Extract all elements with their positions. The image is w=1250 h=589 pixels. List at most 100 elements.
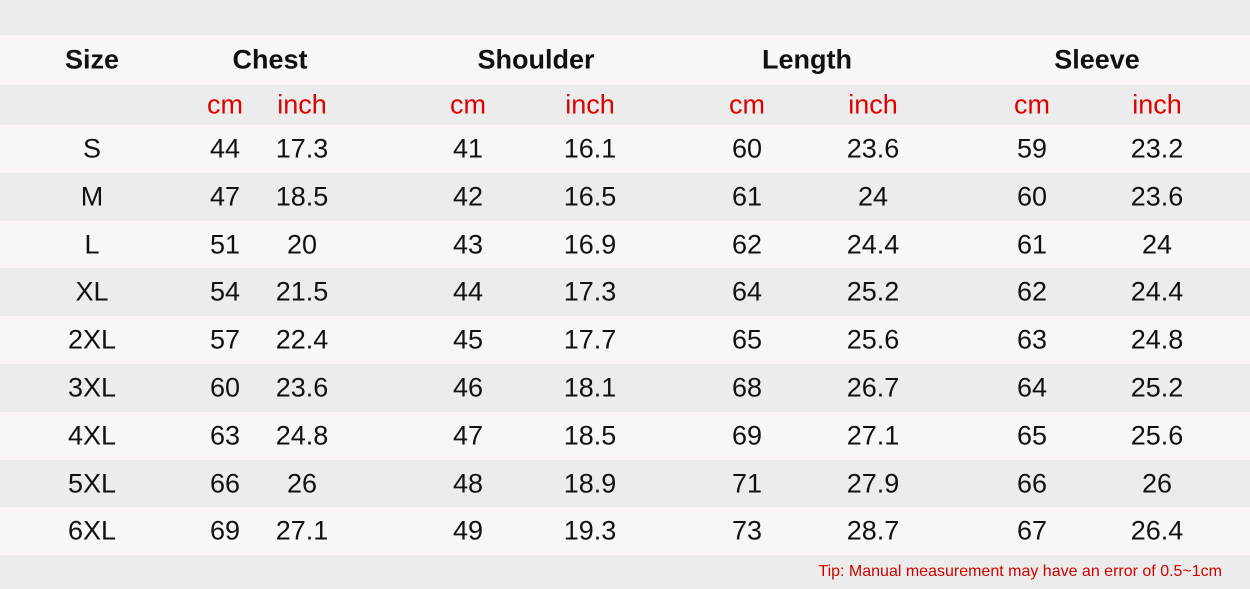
measurement: 47 <box>209 181 241 212</box>
unit-label: cm <box>450 89 486 120</box>
size-label: 4XL <box>67 420 117 451</box>
measurement: 44 <box>452 276 484 307</box>
measurement: 42 <box>452 181 484 212</box>
measurement: 66 <box>1016 468 1048 498</box>
row-band <box>0 411 1250 460</box>
measurement: 66 <box>209 468 241 498</box>
measurement: 26 <box>1141 468 1173 498</box>
measurement: 61 <box>731 181 763 212</box>
measurement: 24.8 <box>1130 324 1184 355</box>
measurement: 45 <box>452 324 484 355</box>
size-label: 5XL <box>67 468 117 498</box>
measurement: 24.4 <box>846 229 900 259</box>
measurement: 44 <box>209 133 241 164</box>
measurement: 26.7 <box>846 372 900 403</box>
measurement: 25.2 <box>846 276 900 307</box>
measurement: 25.6 <box>1130 420 1184 451</box>
measurement: 21.5 <box>275 276 329 307</box>
size-label: 3XL <box>67 372 117 403</box>
measurement: 68 <box>731 372 763 403</box>
measurement: 49 <box>452 515 484 546</box>
measurement: 18.1 <box>563 372 617 403</box>
unit-label: inch <box>277 89 327 120</box>
column-header: Sleeve <box>1054 44 1140 75</box>
measurement: 41 <box>452 133 484 164</box>
measurement: 47 <box>452 420 484 451</box>
measurement: 23.2 <box>1130 133 1184 164</box>
measurement: 24 <box>857 181 889 212</box>
measurement: 48 <box>452 468 484 498</box>
measurement: 16.5 <box>563 181 617 212</box>
measurement: 26 <box>286 468 318 498</box>
measurement: 22.4 <box>275 324 329 355</box>
measurement: 60 <box>1016 181 1048 212</box>
measurement: 69 <box>731 420 763 451</box>
measurement: 20 <box>286 229 318 259</box>
measurement: 63 <box>1016 324 1048 355</box>
measurement: 64 <box>731 276 763 307</box>
measurement: 16.9 <box>563 229 617 259</box>
unit-band <box>0 85 1250 125</box>
row-band <box>0 220 1250 269</box>
row-band <box>0 172 1250 221</box>
measurement: 25.2 <box>1130 372 1184 403</box>
measurement: 60 <box>209 372 241 403</box>
size-label: 6XL <box>67 515 117 546</box>
measurement: 43 <box>452 229 484 259</box>
measurement: 63 <box>209 420 241 451</box>
row-band <box>0 268 1250 317</box>
measurement: 17.3 <box>563 276 617 307</box>
measurement: 24.8 <box>275 420 329 451</box>
column-header: Shoulder <box>477 44 595 75</box>
unit-label: inch <box>848 89 898 120</box>
unit-label: inch <box>1132 89 1182 120</box>
measurement: 71 <box>731 468 763 498</box>
measurement: 23.6 <box>1130 181 1184 212</box>
unit-label: inch <box>565 89 615 120</box>
tip: Tip: Manual measurement may have an erro… <box>818 563 1222 580</box>
column-header: Size <box>64 44 120 75</box>
size-label: XL <box>75 276 109 307</box>
measurement: 27.9 <box>846 468 900 498</box>
measurement: 18.9 <box>563 468 617 498</box>
row-band <box>0 459 1250 508</box>
measurement: 73 <box>731 515 763 546</box>
row-band <box>0 125 1250 173</box>
size-label: M <box>80 181 104 212</box>
unit-label: cm <box>207 89 243 120</box>
measurement: 62 <box>731 229 763 259</box>
measurement: 16.1 <box>563 133 617 164</box>
measurement: 59 <box>1016 133 1048 164</box>
measurement: 69 <box>209 515 241 546</box>
measurement: 28.7 <box>846 515 900 546</box>
measurement: 23.6 <box>275 372 329 403</box>
measurement: 51 <box>209 229 241 259</box>
size-label: L <box>84 229 100 259</box>
measurement: 65 <box>1016 420 1048 451</box>
measurement: 65 <box>731 324 763 355</box>
measurement: 61 <box>1016 229 1048 259</box>
measurement: 27.1 <box>846 420 900 451</box>
measurement: 25.6 <box>846 324 900 355</box>
measurement: 27.1 <box>275 515 329 546</box>
measurement: 46 <box>452 372 484 403</box>
size-label: S <box>82 133 102 164</box>
measurement: 60 <box>731 133 763 164</box>
unit-label: cm <box>729 89 765 120</box>
measurement: 64 <box>1016 372 1048 403</box>
column-header: Chest <box>232 44 308 75</box>
unit-label: cm <box>1014 89 1050 120</box>
row-band <box>0 507 1250 556</box>
measurement: 19.3 <box>563 515 617 546</box>
measurement: 62 <box>1016 276 1048 307</box>
measurement: 17.3 <box>275 133 329 164</box>
measurement: 17.7 <box>563 324 617 355</box>
measurement: 23.6 <box>846 133 900 164</box>
row-band <box>0 364 1250 412</box>
measurement: 18.5 <box>275 181 329 212</box>
measurement: 54 <box>209 276 241 307</box>
header-band <box>0 35 1250 85</box>
column-header: Length <box>762 44 852 75</box>
measurement: 67 <box>1016 515 1048 546</box>
